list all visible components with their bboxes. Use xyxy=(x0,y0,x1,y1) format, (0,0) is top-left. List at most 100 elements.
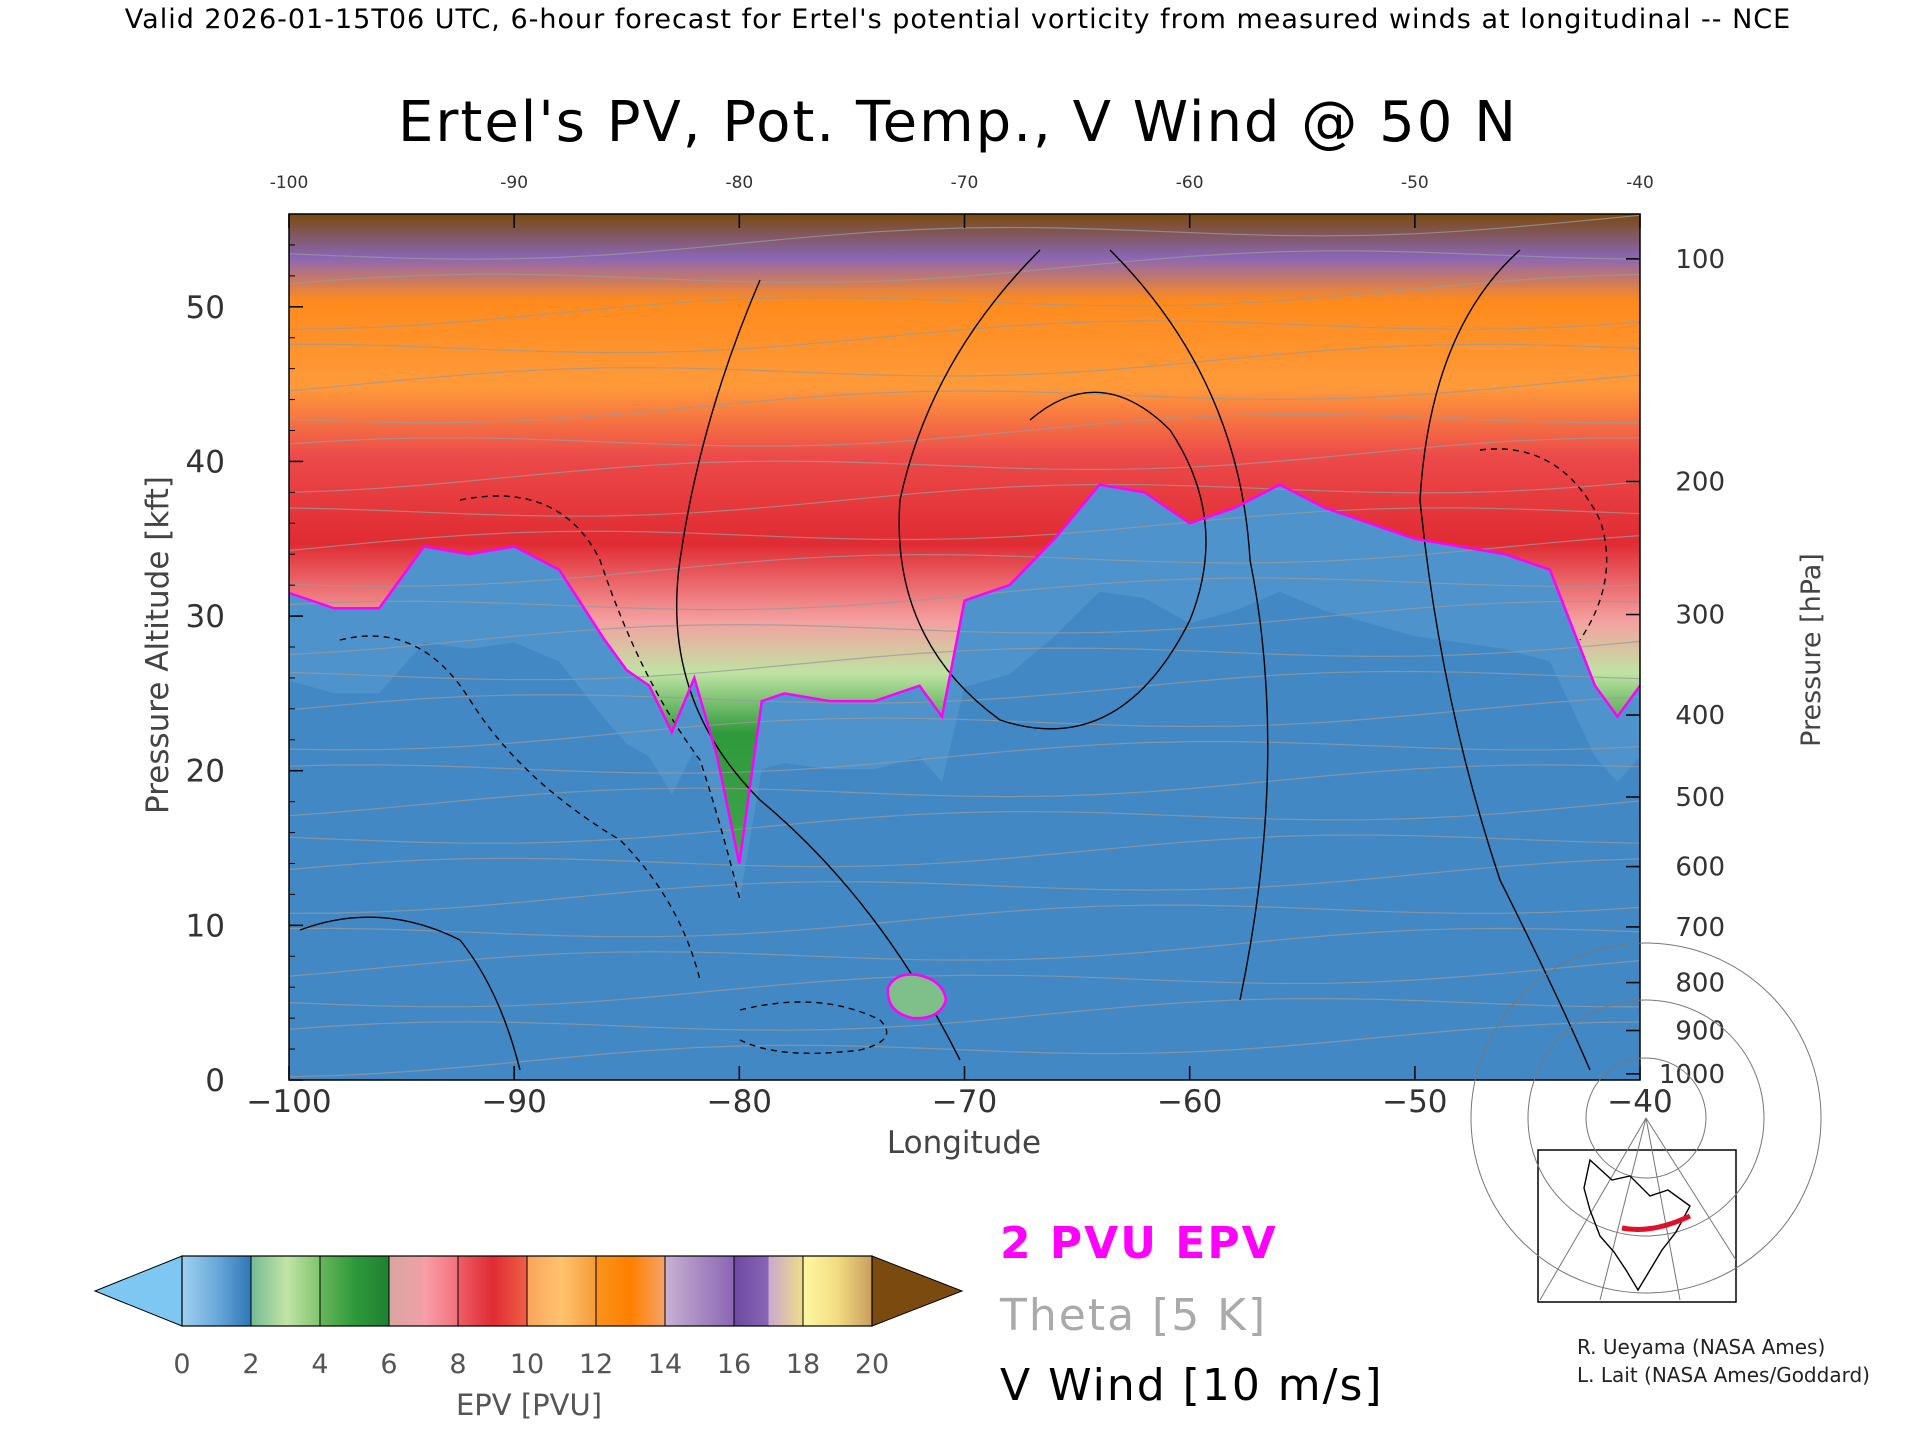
colorbar-tick-label: 4 xyxy=(311,1349,328,1380)
chart-title: Ertel's PV, Pot. Temp., V Wind @ 50 N xyxy=(398,90,1518,155)
colorbar-segment xyxy=(596,1256,631,1326)
theta-contour-line xyxy=(289,535,1640,587)
colorbar-segment xyxy=(458,1256,493,1326)
x-tick-label-top: -60 xyxy=(1176,173,1204,193)
pressure-tick-label: 300 xyxy=(1675,601,1725,631)
y-tick-label: 30 xyxy=(186,599,225,635)
colorbar-segment xyxy=(354,1256,390,1326)
y-axis-title-left: Pressure Altitude [kft] xyxy=(140,476,176,814)
inset-map-graticule xyxy=(1470,942,1822,1301)
theta-contour-line xyxy=(289,997,1640,1031)
wind-contour-positive xyxy=(1419,249,1591,1071)
theta-contour-line xyxy=(289,1021,1640,1078)
theta-contour-line xyxy=(289,927,1640,977)
wind-contour-negative xyxy=(339,635,701,981)
y-tick-label: 40 xyxy=(186,444,225,480)
colorbar-segment xyxy=(630,1256,666,1326)
colorbar-tick-label: 12 xyxy=(579,1349,613,1380)
pressure-tick-label: 200 xyxy=(1675,468,1725,498)
wind-contour-positive xyxy=(1109,249,1269,1001)
theta-contour-line xyxy=(289,670,1640,711)
x-tick-label: −50 xyxy=(1382,1084,1447,1120)
wind-contour-positive xyxy=(675,279,961,1061)
wind-contour-negative xyxy=(739,1001,888,1055)
pressure-tick-label: 900 xyxy=(1675,1017,1725,1047)
colorbar-segment xyxy=(320,1256,355,1326)
colorbar-tick-label: 18 xyxy=(786,1349,820,1380)
theta-contour-line xyxy=(289,858,1640,914)
colorbar-tick-label: 0 xyxy=(173,1349,190,1380)
y-tick-label: 50 xyxy=(186,290,225,326)
low-pv-region xyxy=(289,484,1640,1080)
x-tick-label-top: -80 xyxy=(725,173,753,193)
colorbar-tick-label: 20 xyxy=(855,1349,889,1380)
colorbar-segment xyxy=(768,1256,804,1326)
theta-contour-line xyxy=(289,640,1640,681)
tropopause-2pvu-contour xyxy=(289,483,1640,864)
theta-contour-line xyxy=(289,960,1640,1008)
x-tick-label: −80 xyxy=(707,1084,772,1120)
inset-map-track xyxy=(1621,1213,1692,1232)
colorbar-segment xyxy=(665,1256,700,1326)
legend-theta: Theta [5 K] xyxy=(999,1290,1267,1341)
y-tick-label: 20 xyxy=(186,754,225,790)
x-axis-title: Longitude xyxy=(887,1125,1041,1161)
theta-contour-line xyxy=(289,800,1640,844)
colorbar-tick-label: 16 xyxy=(717,1349,751,1380)
colorbar-over-triangle xyxy=(871,1255,964,1327)
pressure-tick-label: 500 xyxy=(1675,783,1725,813)
colorbar-segment xyxy=(803,1256,838,1326)
wind-contour-positive xyxy=(898,249,1207,730)
theta-contour-line xyxy=(289,600,1640,656)
y-axis-title-right: Pressure [hPa] xyxy=(1796,553,1827,747)
colorbar-segment xyxy=(699,1256,735,1326)
colorbar-under-triangle xyxy=(93,1255,183,1327)
colorbar-segment xyxy=(389,1256,424,1326)
theta-contour-line xyxy=(289,413,1640,447)
theta-contour-line xyxy=(289,764,1640,817)
legend-v-wind: V Wind [10 m/s] xyxy=(1000,1360,1384,1411)
colorbar-segment xyxy=(837,1256,873,1326)
y-tick-label: 10 xyxy=(186,908,225,944)
colorbar-tick-label: 10 xyxy=(510,1349,544,1380)
low-pv-shading xyxy=(289,591,1640,1080)
x-tick-label: −90 xyxy=(481,1084,546,1120)
colorbar-segment xyxy=(423,1256,459,1326)
x-tick-label: −100 xyxy=(246,1084,331,1120)
theta-contour-line xyxy=(289,507,1640,552)
x-tick-label: −70 xyxy=(932,1084,997,1120)
colorbar-label: EPV [PVU] xyxy=(456,1388,602,1422)
colorbar-segment xyxy=(251,1256,286,1326)
theta-contour-line xyxy=(289,250,1640,285)
credit-line-2: L. Lait (NASA Ames/Goddard) xyxy=(1577,1363,1870,1387)
theta-contour-line xyxy=(289,577,1640,611)
theta-contour-line xyxy=(289,437,1640,493)
theta-contour-line xyxy=(289,320,1640,354)
pressure-tick-label: 700 xyxy=(1675,913,1725,943)
inset-map-icon xyxy=(1470,942,1822,1303)
legend-2pvu-epv: 2 PVU EPV xyxy=(1000,1218,1278,1269)
axes: −100 -100 −90 -90 −80 -80 −70 -70 −60 -60 −50 -50 −4… xyxy=(186,173,1725,1120)
colorbar: 0 2 4 6 8 10 12 14 16 18 20 xyxy=(93,1255,964,1380)
colorbar-tick-label: 2 xyxy=(242,1349,259,1380)
wind-contours xyxy=(299,249,1608,1071)
x-tick-label-top: -50 xyxy=(1401,173,1429,193)
x-tick-label: −60 xyxy=(1157,1084,1222,1120)
colorbar-tick-label: 6 xyxy=(380,1349,397,1380)
wind-contour-negative xyxy=(1479,448,1608,641)
valid-line: Valid 2026-01-15T06 UTC, 6-hour forecast… xyxy=(125,4,1791,35)
theta-contour-line xyxy=(289,481,1640,517)
low-level-pv-blob xyxy=(886,973,948,1020)
colorbar-tick-label: 8 xyxy=(449,1349,466,1380)
inset-map-coastline xyxy=(1583,1158,1691,1292)
theta-contour-line xyxy=(289,834,1640,871)
theta-contour-line xyxy=(289,273,1640,330)
theta-contour-line xyxy=(289,741,1640,774)
plot-area xyxy=(289,214,1640,1080)
colorbar-segment xyxy=(182,1256,217,1326)
wind-contour-negative xyxy=(459,495,741,901)
pressure-tick-label: 100 xyxy=(1675,245,1725,275)
theta-contour-line xyxy=(289,374,1640,424)
